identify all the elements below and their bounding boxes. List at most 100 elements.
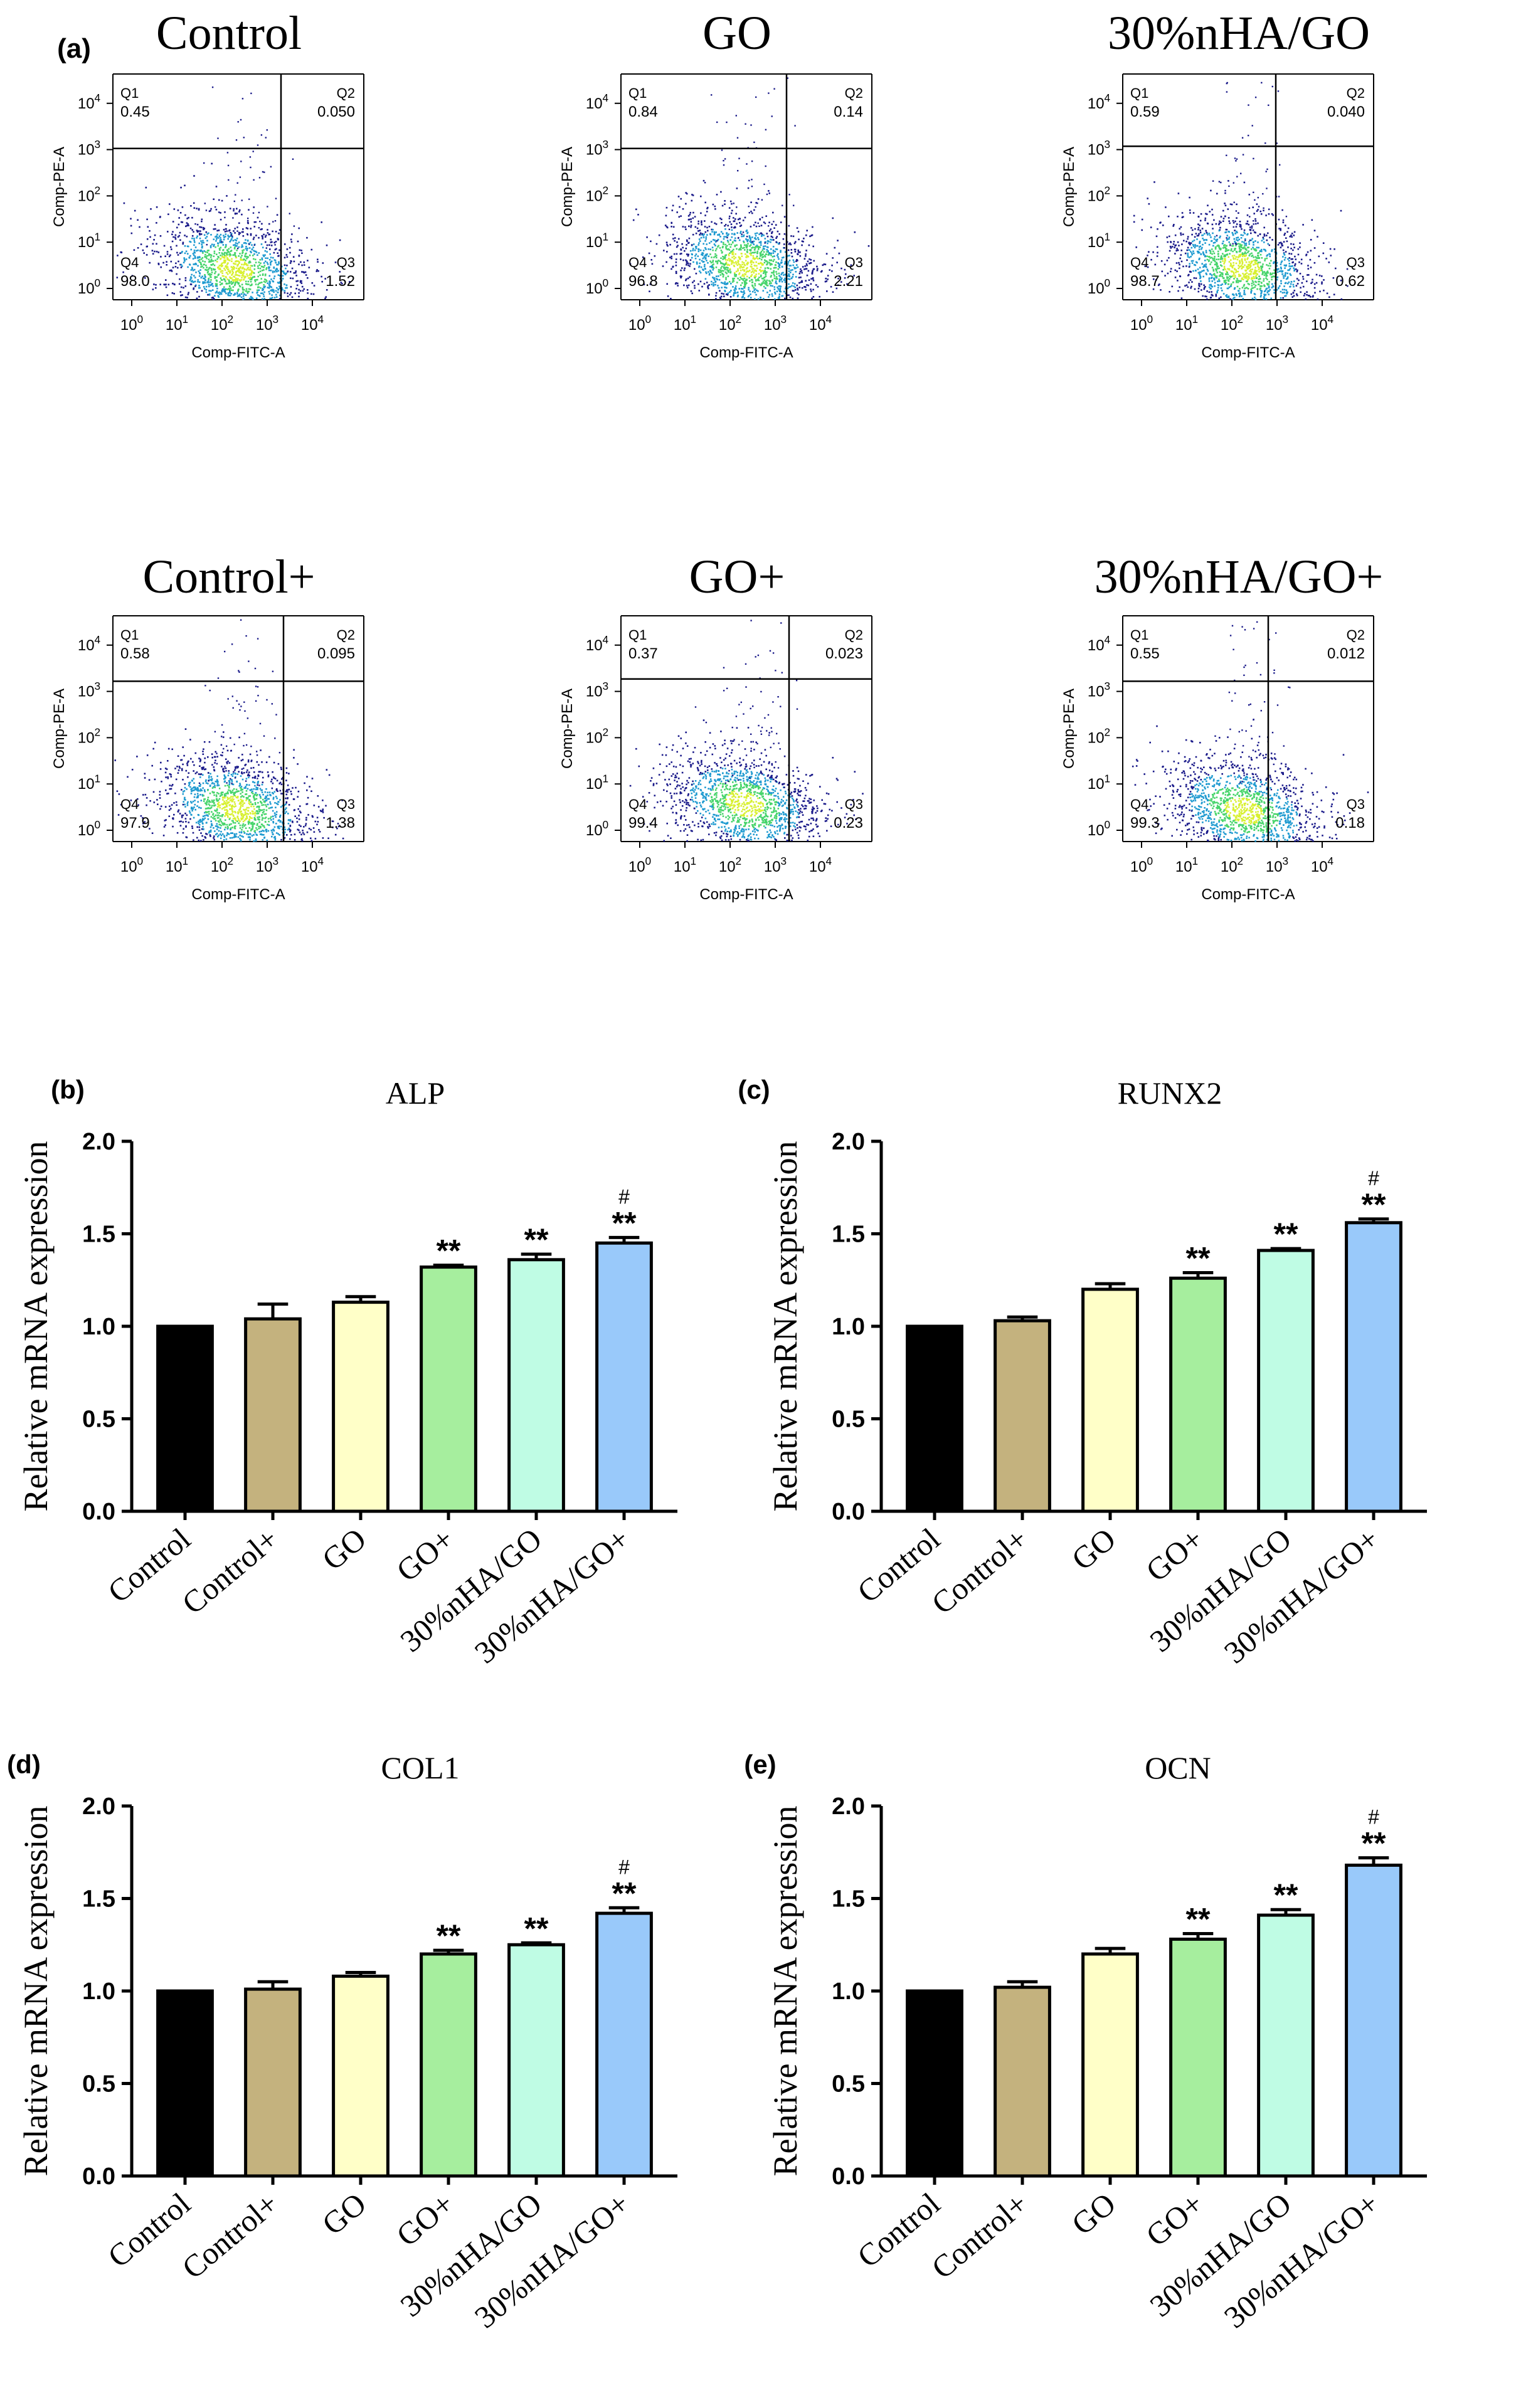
- scatter-point: [1268, 213, 1270, 215]
- scatter-point: [197, 250, 199, 251]
- scatter-point: [1301, 282, 1303, 284]
- scatter-point: [758, 233, 760, 235]
- scatter-point: [1199, 285, 1201, 287]
- scatter-point: [193, 175, 195, 177]
- scatter-point: [697, 228, 699, 230]
- scatter-point: [208, 282, 210, 283]
- scatter-point: [220, 838, 222, 840]
- scatter-point: [210, 820, 212, 822]
- scatter-point: [783, 238, 785, 240]
- scatter-point: [762, 250, 764, 251]
- scatter-point: [733, 256, 735, 258]
- scatter-point: [760, 218, 761, 219]
- scatter-point: [1219, 248, 1221, 250]
- scatter-point: [1227, 235, 1229, 236]
- scatter-point: [1178, 262, 1180, 264]
- scatter-point: [234, 834, 236, 836]
- scatter-point: [1263, 237, 1264, 239]
- scatter-point: [738, 238, 739, 239]
- scatter-point: [221, 256, 223, 258]
- scatter-point: [798, 277, 800, 278]
- scatter-point: [1316, 282, 1318, 284]
- scatter-point: [154, 801, 156, 803]
- scatter-point: [1213, 278, 1215, 280]
- scatter-point: [1282, 289, 1284, 291]
- scatter-point: [672, 205, 674, 207]
- scatter-point: [324, 298, 326, 300]
- scatter-point: [231, 271, 233, 273]
- scatter-point: [701, 267, 702, 268]
- scatter-point: [771, 115, 773, 117]
- scatter-point: [774, 288, 776, 290]
- scatter-point: [275, 261, 277, 263]
- scatter-point: [1197, 235, 1199, 237]
- scatter-point: [1209, 280, 1211, 282]
- scatter-point: [1239, 280, 1241, 282]
- x-tick-label: 104: [301, 313, 324, 334]
- scatter-point: [216, 828, 218, 830]
- scatter-point: [1193, 245, 1195, 247]
- scatter-point: [1197, 229, 1199, 231]
- scatter-point: [213, 837, 215, 839]
- scatter-point: [1250, 229, 1251, 230]
- scatter-point: [711, 283, 713, 285]
- scatter-point: [252, 271, 253, 273]
- scatter-point: [262, 777, 264, 779]
- scatter-point: [1280, 280, 1282, 282]
- scatter-point: [1239, 296, 1241, 298]
- scatter-point: [1220, 258, 1222, 260]
- scatter-point: [201, 258, 203, 260]
- scatter-point: [1248, 276, 1250, 278]
- scatter-point: [831, 270, 833, 272]
- scatter-point: [741, 282, 743, 284]
- scatter-point: [673, 226, 675, 228]
- scatter-point: [1263, 285, 1265, 287]
- scatter-point: [171, 270, 173, 272]
- scatter-point: [756, 257, 758, 259]
- scatter-point: [770, 260, 772, 261]
- scatter-point: [243, 137, 245, 138]
- scatter-point: [1174, 253, 1176, 255]
- scatter-point: [812, 289, 814, 291]
- scatter-point: [1281, 261, 1283, 263]
- scatter-point: [214, 295, 216, 297]
- scatter-point: [817, 268, 819, 270]
- scatter-point: [226, 266, 228, 268]
- scatter-point: [225, 288, 226, 290]
- scatter-point: [1255, 220, 1257, 222]
- scatter-point: [208, 808, 209, 810]
- scatter-point: [211, 823, 213, 825]
- scatter-point: [1206, 250, 1207, 252]
- scatter-point: [1250, 292, 1252, 294]
- scatter-point: [1267, 254, 1269, 256]
- scatter-point: [1216, 223, 1217, 225]
- scatter-point: [250, 242, 252, 244]
- scatter-point: [193, 231, 194, 233]
- scatter-point: [1209, 273, 1211, 275]
- scatter-point: [733, 249, 734, 251]
- scatter-point: [1254, 293, 1256, 295]
- scatter-point: [797, 289, 799, 291]
- scatter-point: [203, 267, 204, 269]
- scatter-point: [719, 290, 721, 292]
- scatter-point: [773, 246, 775, 248]
- scatter-point: [726, 237, 728, 238]
- scatter-point: [231, 236, 233, 237]
- scatter-point: [652, 263, 654, 265]
- scatter-point: [231, 293, 233, 295]
- scatter-point: [275, 270, 277, 272]
- scatter-point: [1248, 104, 1249, 105]
- scatter-point: [812, 246, 814, 248]
- scatter-point: [1236, 263, 1238, 265]
- scatter-point: [191, 825, 193, 827]
- scatter-point: [1179, 264, 1180, 266]
- scatter-point: [797, 227, 798, 229]
- scatter-point: [1212, 260, 1214, 261]
- scatter-point: [1267, 290, 1269, 292]
- scatter-point: [739, 264, 741, 266]
- scatter-point: [269, 285, 271, 287]
- scatter-point: [215, 277, 216, 279]
- scatter-point: [238, 223, 240, 224]
- scatter-point: [194, 800, 196, 801]
- scatter-point: [1209, 211, 1211, 213]
